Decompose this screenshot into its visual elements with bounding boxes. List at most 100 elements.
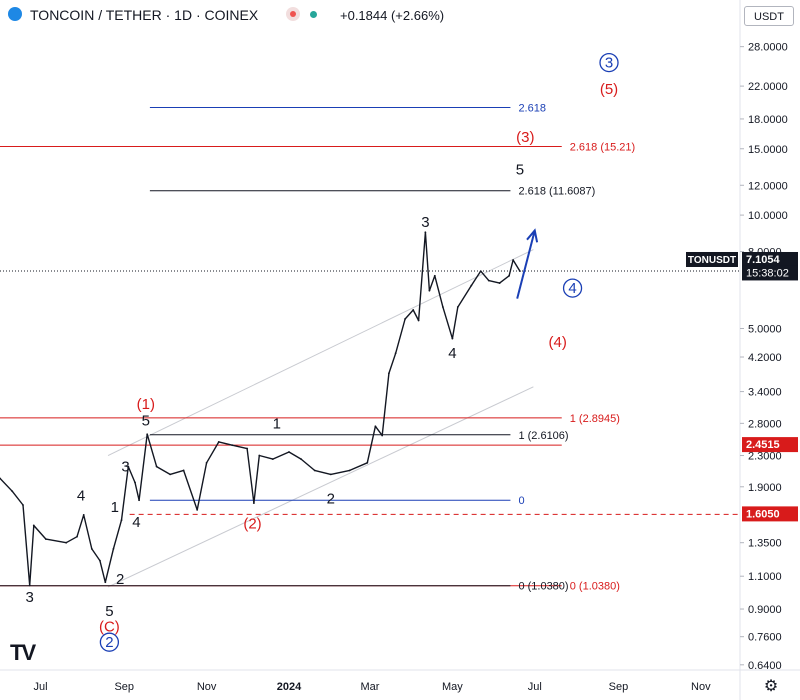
wave-label: 5 bbox=[516, 162, 524, 179]
y-tick-label: 4.2000 bbox=[748, 352, 782, 364]
wave-label: 5 bbox=[142, 412, 150, 429]
price-point bbox=[394, 352, 397, 355]
price-point bbox=[313, 469, 316, 472]
price-point bbox=[138, 499, 140, 502]
y-tick-label: 15.0000 bbox=[748, 144, 788, 156]
y-tick-label: 28.0000 bbox=[748, 42, 788, 54]
x-tick-label: Nov bbox=[691, 681, 711, 693]
wave-label: 1 bbox=[273, 415, 281, 432]
wave-label: 3 bbox=[605, 55, 613, 72]
price-point bbox=[182, 469, 185, 472]
x-tick-label: Sep bbox=[114, 681, 134, 693]
wave-label: (4) bbox=[549, 334, 567, 351]
price-point bbox=[417, 319, 420, 322]
wave-label-circle bbox=[99, 632, 120, 652]
price-point bbox=[300, 458, 303, 461]
y-tick-label: 12.0000 bbox=[748, 180, 788, 192]
price-point bbox=[252, 502, 255, 504]
wave-label: (2) bbox=[243, 515, 261, 532]
currency-button[interactable]: USDT bbox=[744, 6, 794, 26]
price-point bbox=[45, 538, 47, 541]
y-tick-label: 0.6400 bbox=[748, 660, 782, 672]
wave-label: 4 bbox=[77, 488, 85, 505]
x-tick-label: Sep bbox=[609, 681, 629, 693]
y-tick-label: 0.9000 bbox=[748, 604, 782, 616]
fib-level-label: 2.618 (15.21) bbox=[570, 141, 635, 153]
y-tick-label: 1.3500 bbox=[748, 538, 782, 550]
fib-level-label: 0 (1.0380) bbox=[570, 581, 620, 593]
price-point bbox=[169, 473, 172, 476]
wave-label: 3 bbox=[421, 214, 429, 231]
symbol-tag-box bbox=[686, 251, 738, 267]
price-point bbox=[470, 284, 473, 287]
price-point bbox=[196, 508, 199, 511]
x-tick-label: Nov bbox=[197, 681, 217, 693]
trend-channel-line bbox=[107, 249, 534, 456]
symbol-title[interactable]: TONCOIN / TETHER · 1D · COINEX bbox=[30, 7, 259, 23]
price-point bbox=[127, 465, 130, 468]
price-change: +0.1844 (+2.66%) bbox=[340, 8, 445, 23]
fib-level-label: 0 (1.0380) bbox=[518, 581, 568, 593]
fib-level-label: 1 (2.8945) bbox=[570, 413, 620, 425]
countdown-box bbox=[742, 265, 798, 281]
price-point bbox=[348, 469, 351, 472]
y-tick-label: 1.1000 bbox=[748, 571, 782, 583]
price-tag-label: 1.6050 bbox=[746, 508, 780, 520]
price-tag-box bbox=[742, 251, 798, 267]
wave-label: (1) bbox=[137, 396, 155, 413]
wave-label: (C) bbox=[99, 618, 120, 635]
wave-label: 4 bbox=[568, 280, 576, 297]
price-tag-box bbox=[742, 506, 798, 522]
price-point bbox=[205, 461, 208, 464]
price-point bbox=[271, 458, 274, 461]
price-tag-box bbox=[742, 437, 798, 453]
x-tick-label: 2024 bbox=[277, 681, 302, 693]
price-point bbox=[231, 444, 234, 447]
fib-level-label: 2.618 (11.6087) bbox=[518, 186, 595, 198]
price-series-line bbox=[0, 231, 521, 587]
symbol-tag-label: TONUSDT bbox=[688, 255, 736, 266]
price-point bbox=[112, 547, 115, 550]
price-point bbox=[76, 535, 78, 538]
price-point bbox=[487, 279, 490, 282]
red-status-icon[interactable] bbox=[286, 7, 300, 21]
price-point bbox=[28, 584, 31, 587]
price-point bbox=[498, 282, 501, 284]
wave-label: 5 bbox=[105, 603, 113, 620]
trend-channel-line bbox=[107, 386, 534, 588]
price-point bbox=[412, 309, 415, 311]
price-point bbox=[512, 259, 515, 261]
wave-label: 2 bbox=[116, 571, 124, 588]
x-tick-label: May bbox=[442, 681, 463, 693]
price-tag-label: 2.4515 bbox=[746, 439, 780, 451]
price-point bbox=[433, 274, 436, 277]
price-point bbox=[381, 434, 384, 437]
gear-icon[interactable]: ⚙ bbox=[763, 678, 779, 695]
price-point bbox=[134, 481, 136, 484]
price-point bbox=[288, 451, 290, 453]
arrow-head-icon bbox=[526, 228, 539, 243]
y-tick-label: 10.0000 bbox=[748, 210, 788, 222]
tradingview-logo-icon[interactable]: TV bbox=[10, 640, 36, 665]
price-point bbox=[388, 372, 390, 375]
price-point bbox=[258, 454, 261, 457]
price-point bbox=[155, 465, 158, 468]
price-point bbox=[374, 425, 377, 428]
price-point bbox=[217, 440, 220, 443]
fib-level-label: 0 bbox=[518, 495, 524, 507]
y-tick-label: 5.0000 bbox=[748, 323, 782, 335]
y-tick-label: 1.9000 bbox=[748, 482, 782, 494]
toncoin-logo-icon bbox=[8, 7, 22, 21]
wave-label: 3 bbox=[26, 589, 34, 606]
price-point bbox=[442, 306, 444, 308]
price-point bbox=[424, 231, 427, 234]
wave-label: (3) bbox=[516, 129, 534, 146]
price-point bbox=[479, 270, 482, 273]
price-point bbox=[32, 524, 35, 527]
price-point bbox=[456, 306, 459, 308]
x-tick-label: Jul bbox=[528, 681, 542, 693]
price-point bbox=[0, 477, 1, 480]
x-tick-label: Jul bbox=[33, 681, 47, 693]
price-point bbox=[11, 490, 14, 493]
